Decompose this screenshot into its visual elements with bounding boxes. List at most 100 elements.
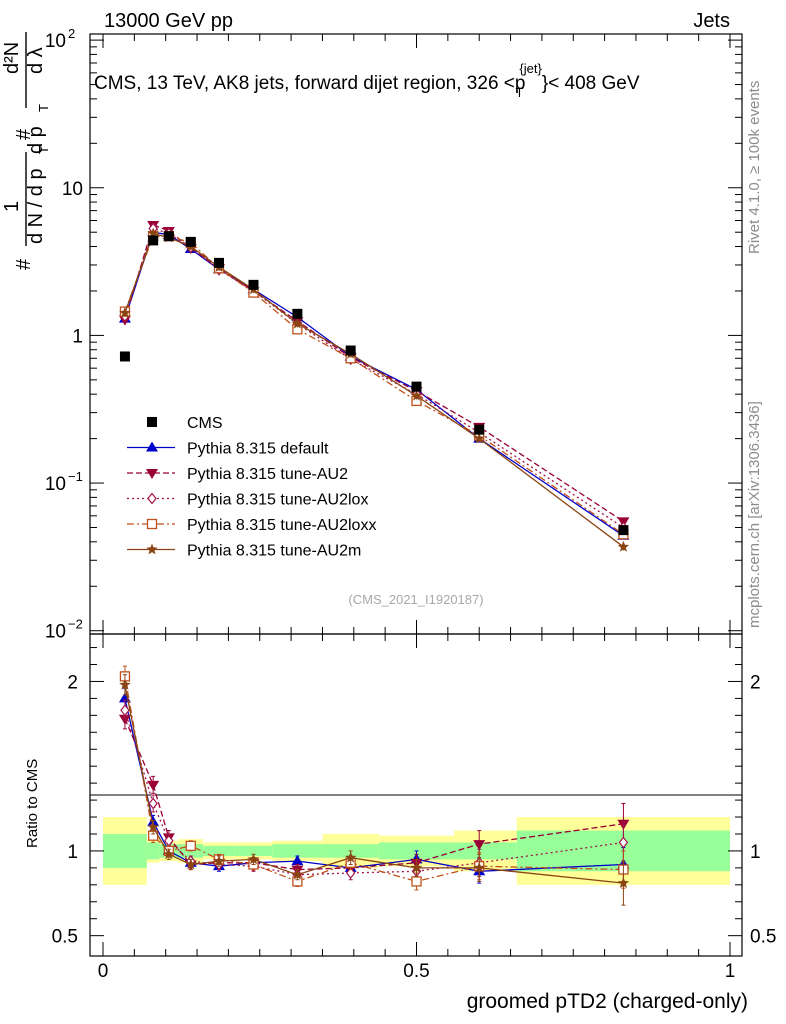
main-series-au2lox (120, 222, 629, 534)
chart-title-end: }< 408 GeV (542, 73, 640, 94)
ratio-point-au2m (185, 858, 197, 870)
ratio-point-au2m (163, 848, 175, 860)
main-y-tick-label: 10 (45, 622, 66, 643)
ylabel-one: 1 (1, 201, 23, 212)
chart-title: CMS, 13 TeV, AK8 jets, forward dijet reg… (94, 61, 640, 100)
rivet-version-label: Rivet 4.1.0, ≥ 100k events (746, 81, 763, 254)
mcplots-credit-label: mcplots.cern.ch [arXiv:1306.3436] (746, 401, 763, 628)
ratio-y-axis-label: Ratio to CMS (24, 759, 41, 848)
main-y-tick-exponent: 2 (68, 26, 75, 41)
ratio-point-au2m (617, 877, 630, 888)
main-y-tick-label: 10 (62, 179, 83, 200)
ratio-point-au2lox (148, 797, 158, 810)
ratio-series-au2m (119, 674, 630, 906)
legend-label-default: Pythia 8.315 default (187, 441, 329, 458)
ylabel-dlambda: d λ (25, 47, 47, 74)
main-point-au2m (410, 389, 423, 401)
ratio-y-tick-label-right: 1 (750, 842, 761, 863)
ratio-point-default (291, 855, 304, 866)
ratio-point-au2lox (345, 866, 356, 879)
legend-marker-au2lox (147, 492, 157, 505)
chart-title-sup: {jet} (519, 61, 542, 76)
main-point-au2m (291, 317, 304, 329)
legend-entry-au2: Pythia 8.315 tune-AU2 (127, 466, 348, 483)
ratio-stat-uncertainty-band (146, 842, 160, 860)
ratio-line-au2 (124, 718, 624, 871)
main-y-tick-exponent: −1 (68, 469, 83, 484)
main-point-cms (119, 351, 130, 362)
main-point-cms (292, 308, 303, 319)
header-left: 13000 GeV pp (104, 10, 233, 32)
chart-title-main: CMS, 13 TeV, AK8 jets, forward dijet reg… (94, 73, 525, 94)
main-point-cms (411, 381, 422, 392)
x-tick-label: 0.5 (403, 961, 429, 982)
ratio-stat-uncertainty-band (234, 845, 273, 857)
legend-label-au2loxx: Pythia 8.315 tune-AU2loxx (187, 517, 376, 534)
main-line-au2loxx (124, 235, 624, 535)
ylabel-hash-2: # (13, 128, 35, 140)
main-point-au2m (617, 540, 630, 552)
ratio-stat-uncertainty-band (272, 844, 323, 858)
watermark: (CMS_2021_I1920187) (348, 592, 483, 607)
ratio-stat-uncertainty-band (454, 842, 517, 860)
x-tick-label: 1 (725, 961, 736, 982)
main-point-cms (474, 424, 485, 435)
legend-label-au2: Pythia 8.315 tune-AU2 (187, 466, 348, 483)
legend-label-au2lox: Pythia 8.315 tune-AU2lox (187, 492, 368, 509)
main-point-cms (618, 525, 629, 536)
legend-marker-au2loxx (146, 518, 158, 530)
legend-entry-default: Pythia 8.315 default (127, 441, 329, 458)
ylabel-dpt: d p (25, 126, 47, 154)
ratio-ticks: 0.5 0.5 1 1 2 2 (52, 647, 776, 948)
ylabel-d2n: d²N (1, 42, 23, 74)
legend-label-cms: CMS (187, 415, 223, 432)
main-point-cms (345, 345, 356, 356)
main-y-tick-label: 1 (72, 326, 83, 347)
legend-entry-au2m: Pythia 8.315 tune-AU2m (127, 543, 361, 560)
chart-title-sub: T (515, 85, 523, 100)
x-tick-label: 0 (98, 961, 109, 982)
main-series (118, 220, 630, 552)
ratio-point-au2lox (618, 836, 629, 849)
ratio-point-au2 (147, 780, 160, 791)
main-point-au2m (119, 306, 131, 318)
ratio-series (118, 665, 630, 906)
legend-marker-cms (147, 417, 157, 427)
x-axis-label: groomed pTD2 (charged-only) (467, 990, 748, 1013)
ratio-y-tick-label: 0.5 (52, 927, 78, 948)
main-point-cms (163, 231, 174, 242)
ylabel-hash-1: # (13, 258, 35, 270)
legend-entry-cms: CMS (147, 415, 223, 432)
main-series-cms (119, 231, 629, 536)
ratio-point-au2m (473, 861, 485, 873)
ratio-stat-uncertainty-band (103, 833, 147, 868)
ratio-panel: 0.5 0.5 1 1 2 2 Ratio to CMS (24, 633, 776, 957)
main-point-cms (213, 257, 224, 268)
legend-marker-au2 (146, 469, 158, 479)
legend-marker-au2m (146, 543, 158, 555)
ratio-point-au2m (119, 678, 131, 690)
ratio-stat-uncertainty-band (203, 845, 235, 857)
ratio-point-au2m (291, 868, 304, 880)
legend-marker-default (146, 441, 158, 452)
ratio-y-tick-label: 2 (67, 672, 78, 693)
ratio-point-au2loxx (185, 840, 196, 851)
ratio-point-au2m (345, 851, 357, 863)
main-y-tick-label: 10 (45, 474, 66, 495)
ratio-point-au2 (473, 840, 486, 851)
ratio-point-au2m (247, 853, 260, 865)
legend-entry-au2loxx: Pythia 8.315 tune-AU2loxx (127, 517, 376, 534)
header-right: Jets (693, 10, 730, 32)
main-point-cms (148, 235, 159, 246)
ratio-y-tick-label-right: 2 (750, 672, 761, 693)
ylabel-t-sub-2: T (36, 104, 51, 112)
ratio-point-au2lox (120, 704, 130, 717)
y-axis-label: # 1 d N / d p T # d²N d p T d λ (1, 32, 51, 270)
ratio-y-tick-label: 1 (67, 842, 78, 863)
main-point-cms (185, 236, 196, 247)
ratio-point-au2m (213, 855, 225, 866)
legend-label-au2m: Pythia 8.315 tune-AU2m (187, 543, 361, 560)
main-point-cms (248, 279, 259, 290)
